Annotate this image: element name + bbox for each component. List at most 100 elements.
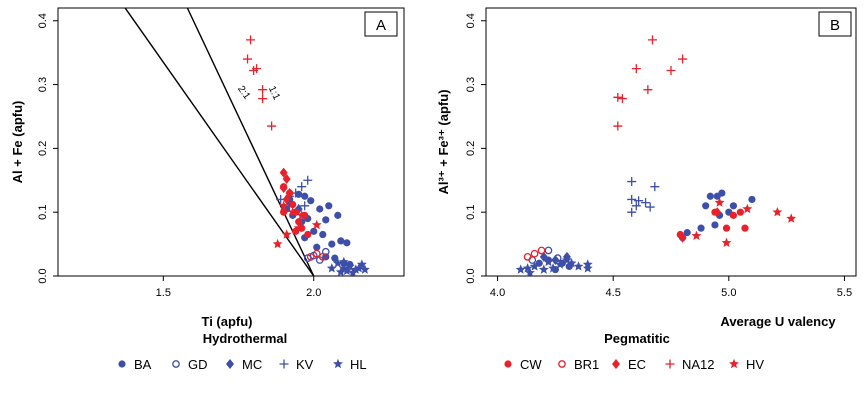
data-point-ba (307, 197, 315, 205)
data-point-ba (343, 239, 351, 247)
legend-marker-br1 (558, 360, 566, 368)
legend-label-kv: KV (296, 357, 314, 372)
panel-label-box (364, 11, 398, 37)
data-point-kv (297, 182, 307, 192)
legend-title-pegmatitic: Pegmatitic (604, 331, 670, 346)
legend-marker-hv (729, 358, 739, 369)
legend-label-na12: NA12 (682, 357, 715, 372)
legend-marker-ec (612, 359, 620, 369)
data-point-ba (702, 202, 710, 210)
data-point-ba (334, 211, 342, 219)
legend-marker-kv (279, 359, 289, 369)
data-point-ba (316, 205, 324, 213)
legend-items-hydrothermal: BA GD MC KV HL (118, 357, 367, 372)
legend-marker-ba (118, 360, 126, 368)
data-point-na12 (252, 64, 262, 74)
data-point-na12 (267, 121, 277, 131)
data-point-kv (634, 196, 644, 206)
legend-label-hv: HV (746, 357, 764, 372)
data-point-hl (359, 264, 370, 274)
y-tick-label: 0.4 (465, 13, 477, 28)
y-axis-label: Al³⁺ + Fe³⁺ (apfu) (436, 89, 451, 194)
legend-label-br1: BR1 (574, 357, 599, 372)
data-point-hl (543, 256, 554, 267)
data-point-hl (538, 264, 549, 274)
data-point-ec (279, 182, 288, 193)
data-point-hl (353, 263, 364, 273)
y-tick-label: 0.2 (465, 141, 477, 156)
data-point-kv (303, 175, 313, 185)
data-point-hv (278, 200, 289, 211)
data-point-hl (344, 261, 355, 271)
data-point-cw (729, 211, 738, 219)
data-point-cw (289, 200, 297, 209)
data-point-hl (522, 263, 533, 273)
data-point-ba (729, 202, 738, 210)
data-point-ba (319, 230, 327, 239)
data-point-ba (331, 254, 339, 262)
x-axis-label: Ti (apfu) (201, 314, 252, 329)
data-point-hv (311, 219, 322, 230)
x-tick-label: 4.5 (606, 287, 621, 299)
data-point-ec (713, 207, 722, 218)
data-point-br1 (312, 249, 321, 258)
data-point-ba (748, 195, 756, 204)
data-point-hl (529, 261, 540, 271)
reference-line-label: 2:1 (235, 84, 252, 102)
data-point-hl (338, 256, 349, 267)
data-point-hl (582, 263, 593, 273)
data-point-na12 (258, 85, 268, 95)
y-tick-label: 0.3 (465, 77, 477, 92)
data-point-na12 (617, 94, 627, 104)
y-tick-label: 0.0 (465, 268, 477, 283)
data-point-kv (300, 201, 310, 211)
legend-marker-gd (172, 360, 180, 368)
data-point-hl (555, 259, 565, 269)
data-point-hl (347, 267, 358, 276)
data-point-ba (322, 216, 330, 224)
data-point-hv (786, 213, 797, 223)
data-point-kv (627, 177, 637, 187)
panel-label-box (818, 11, 852, 37)
legend: Hydrothermal Pegmatitic BA GD MC KV HL CW BR1… (118, 331, 764, 372)
x-tick-label: 2.0 (306, 287, 321, 299)
data-point-ba (337, 237, 345, 245)
panel-label: B (830, 17, 840, 34)
legend-marker-na12 (665, 359, 675, 369)
y-axis-label: Al + Fe (apfu) (10, 101, 25, 184)
reference-line (186, 8, 315, 276)
data-point-cw (304, 230, 312, 239)
data-point-kv (641, 198, 651, 208)
data-point-kv (631, 201, 641, 211)
data-point-na12 (258, 94, 268, 104)
data-point-ec (678, 232, 687, 243)
data-point-hl (524, 267, 535, 276)
data-point-cw (295, 218, 303, 226)
data-point-hl (573, 261, 584, 271)
data-point-kv (650, 182, 660, 192)
panel-label: A (376, 17, 386, 34)
data-point-hl (548, 263, 559, 273)
data-point-ba (711, 221, 719, 229)
data-point-kv (627, 194, 637, 204)
data-point-hl (326, 263, 337, 273)
data-point-na12 (631, 64, 641, 74)
plot-frame-b (485, 7, 857, 277)
data-point-gd (544, 246, 553, 255)
data-point-hv (272, 238, 283, 249)
data-point-hl (561, 254, 572, 265)
data-point-mc (539, 251, 548, 262)
legend-marker-mc (226, 359, 234, 369)
legend-label-ec: EC (628, 357, 646, 372)
x-axis-label: Average U valency (720, 314, 836, 329)
data-point-hv (772, 206, 783, 217)
data-point-ba (301, 192, 309, 200)
y-tick-label: 0.1 (465, 205, 477, 220)
legend-items-pegmatitic: CW BR1 EC NA12 HV (504, 357, 764, 372)
y-tick-label: 0.1 (37, 205, 49, 220)
data-point-na12 (643, 85, 653, 95)
data-point-hl (335, 266, 346, 276)
data-point-ec (285, 188, 294, 199)
data-point-na12 (666, 66, 676, 76)
